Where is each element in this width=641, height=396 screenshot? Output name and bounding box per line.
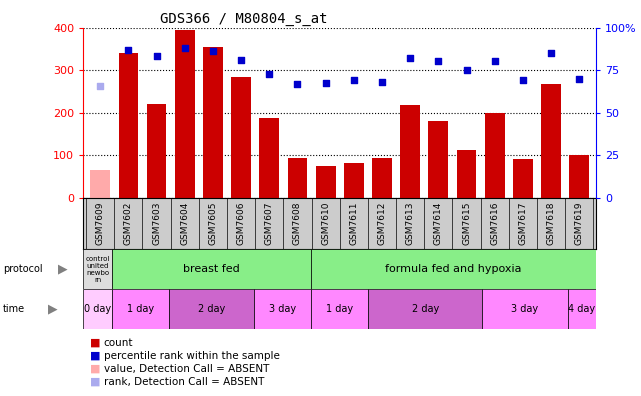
Bar	[231, 77, 251, 198]
Bar	[119, 53, 138, 198]
Text: ■: ■	[90, 337, 100, 348]
Point	[405, 55, 415, 61]
Text: 4 day: 4 day	[569, 304, 595, 314]
Text: GSM7619: GSM7619	[575, 202, 584, 246]
Bar	[112, 289, 169, 329]
Bar	[316, 166, 335, 198]
Point	[320, 80, 331, 86]
Text: rank, Detection Call = ABSENT: rank, Detection Call = ABSENT	[104, 377, 264, 387]
Bar	[485, 113, 504, 198]
Point	[208, 48, 218, 54]
Text: 1 day: 1 day	[127, 304, 154, 314]
Bar	[260, 118, 279, 198]
Text: control
united
newbo
rn: control united newbo rn	[85, 256, 110, 283]
Text: GSM7607: GSM7607	[265, 202, 274, 246]
Text: ■: ■	[90, 364, 100, 374]
Bar	[169, 289, 254, 329]
Bar	[83, 289, 112, 329]
Bar	[312, 249, 596, 289]
Text: GSM7608: GSM7608	[293, 202, 302, 246]
Point	[151, 53, 162, 59]
Bar	[312, 289, 368, 329]
Bar	[482, 289, 568, 329]
Text: breast fed: breast fed	[183, 264, 240, 274]
Text: formula fed and hypoxia: formula fed and hypoxia	[385, 264, 522, 274]
Text: GSM7613: GSM7613	[406, 202, 415, 246]
Text: GSM7610: GSM7610	[321, 202, 330, 246]
Bar	[83, 249, 112, 289]
Text: count: count	[104, 337, 133, 348]
Text: GSM7616: GSM7616	[490, 202, 499, 246]
Point	[95, 83, 105, 89]
Text: 1 day: 1 day	[326, 304, 353, 314]
Text: GSM7603: GSM7603	[152, 202, 161, 246]
Bar	[90, 170, 110, 198]
Text: 0 day: 0 day	[84, 304, 111, 314]
Point	[546, 50, 556, 56]
Bar	[456, 150, 476, 198]
Point	[377, 79, 387, 85]
Bar	[368, 289, 482, 329]
Text: ▶: ▶	[58, 263, 67, 276]
Point	[518, 76, 528, 83]
Text: GSM7615: GSM7615	[462, 202, 471, 246]
Text: GSM7606: GSM7606	[237, 202, 246, 246]
Point	[264, 71, 274, 77]
Point	[236, 57, 246, 64]
Bar	[568, 289, 596, 329]
Bar	[288, 158, 307, 198]
Bar	[513, 159, 533, 198]
Text: 2 day: 2 day	[198, 304, 225, 314]
Bar	[541, 84, 561, 198]
Text: GSM7604: GSM7604	[180, 202, 189, 246]
Bar	[428, 121, 448, 198]
Text: time: time	[3, 304, 26, 314]
Point	[462, 67, 472, 73]
Text: GSM7605: GSM7605	[208, 202, 217, 246]
Text: ▶: ▶	[48, 303, 58, 315]
Text: GSM7612: GSM7612	[378, 202, 387, 246]
Bar	[372, 158, 392, 198]
Point	[349, 76, 359, 83]
Point	[123, 47, 133, 53]
Point	[574, 76, 585, 82]
Text: GDS366 / M80804_s_at: GDS366 / M80804_s_at	[160, 12, 328, 26]
Point	[292, 81, 303, 87]
Point	[490, 58, 500, 64]
Text: 3 day: 3 day	[512, 304, 538, 314]
Text: GSM7602: GSM7602	[124, 202, 133, 246]
Text: GSM7617: GSM7617	[519, 202, 528, 246]
Text: GSM7618: GSM7618	[547, 202, 556, 246]
Text: GSM7611: GSM7611	[349, 202, 358, 246]
Bar	[203, 47, 223, 198]
Text: 3 day: 3 day	[269, 304, 296, 314]
Text: GSM7609: GSM7609	[96, 202, 104, 246]
Text: value, Detection Call = ABSENT: value, Detection Call = ABSENT	[104, 364, 269, 374]
Bar	[112, 249, 312, 289]
Bar	[254, 289, 312, 329]
Bar	[175, 30, 195, 198]
Bar	[344, 163, 363, 198]
Point	[433, 58, 444, 64]
Text: percentile rank within the sample: percentile rank within the sample	[104, 350, 279, 361]
Text: protocol: protocol	[3, 264, 43, 274]
Text: GSM7614: GSM7614	[434, 202, 443, 246]
Bar	[147, 104, 167, 198]
Bar	[569, 155, 589, 198]
Text: ■: ■	[90, 377, 100, 387]
Point	[179, 45, 190, 51]
Bar	[401, 105, 420, 198]
Text: 2 day: 2 day	[412, 304, 439, 314]
Text: ■: ■	[90, 350, 100, 361]
